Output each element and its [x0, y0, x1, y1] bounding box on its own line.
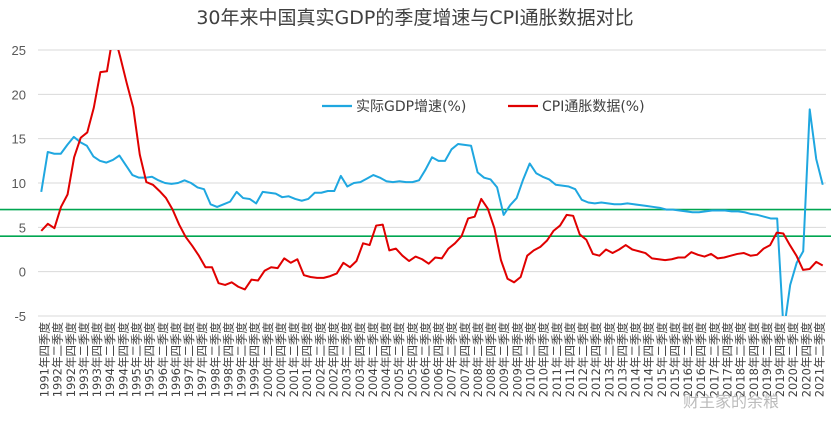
x-tick-label: 2001年四季度: [300, 321, 314, 397]
x-tick-label: 2007年四季度: [458, 321, 472, 397]
legend: 实际GDP增速(%) CPI通胀数据(%): [322, 99, 645, 115]
x-tick-label: 1992年二季度: [51, 322, 65, 398]
y-tick-label: 15: [12, 132, 26, 147]
x-tick-label: 2008年四季度: [484, 322, 498, 398]
x-tick-label: 2016年四季度: [694, 321, 708, 397]
x-tick-label: 1996年二季度: [156, 322, 170, 398]
x-tick-label: 2013年四季度: [615, 321, 629, 397]
x-tick-label: 2018年四季度: [747, 322, 761, 398]
x-tick-label: 2018年二季度: [734, 321, 748, 397]
x-tick-label: 2007年二季度: [445, 322, 459, 398]
x-tick-label: 2010年二季度: [524, 322, 538, 398]
x-tick-label: 1997年二季度: [182, 321, 196, 397]
x-tick-label: 2006年二季度: [418, 321, 432, 397]
x-axis: 1991年四季度 1992年二季度 1992年四季度 1993年二季度 1993年四季度…: [38, 321, 827, 397]
y-tick-label: -5: [14, 309, 26, 324]
x-tick-label: 2005年四季度: [405, 322, 419, 398]
watermark-text: 财主家的余粮: [683, 392, 779, 411]
x-tick-label: 1993年四季度: [90, 322, 104, 398]
x-tick-label: 2020年四季度: [799, 322, 813, 398]
series-lines: [40, 50, 824, 316]
x-tick-label: 2009年四季度: [510, 322, 524, 398]
x-tick-label: 1999年四季度: [248, 322, 262, 398]
x-tick-label: 2002年二季度: [313, 322, 327, 398]
x-tick-label: 1998年二季度: [208, 322, 222, 398]
reference-lines: [0, 208, 831, 237]
x-tick-label: 2019年四季度: [773, 321, 787, 397]
legend-label-gdp: 实际GDP增速(%): [356, 99, 466, 115]
x-tick-label: 2012年二季度: [576, 321, 590, 397]
x-tick-label: 1995年四季度: [143, 321, 157, 397]
cpi-series-line: [40, 50, 824, 291]
x-tick-label: 1994年四季度: [116, 322, 130, 398]
y-tick-label: 0: [19, 265, 26, 280]
x-tick-label: 2000年四季度: [274, 322, 288, 398]
x-tick-label: 2005年二季度: [392, 322, 406, 398]
x-tick-label: 2011年四季度: [563, 322, 577, 398]
y-tick-label: 5: [19, 220, 26, 235]
x-tick-label: 2004年二季度: [366, 322, 380, 398]
x-tick-label: 2016年二季度: [681, 322, 695, 398]
x-tick-label: 2000年二季度: [261, 321, 275, 397]
x-tick-label: 2013年二季度: [602, 322, 616, 398]
x-tick-label: 1991年四季度: [38, 322, 52, 398]
x-tick-label: 2004年四季度: [379, 321, 393, 397]
gdp-series-line: [40, 108, 824, 316]
y-tick-label: 20: [12, 87, 26, 102]
y-tick-label: 10: [12, 176, 26, 191]
x-tick-label: 1997年四季度: [195, 322, 209, 398]
legend-label-cpi: CPI通胀数据(%): [542, 99, 645, 115]
x-tick-label: 1998年四季度: [221, 321, 235, 397]
x-tick-label: 2001年二季度: [287, 322, 301, 398]
x-tick-label: 2009年二季度: [497, 321, 511, 397]
x-tick-label: 1996年四季度: [169, 322, 183, 398]
x-tick-label: 2015年四季度: [668, 322, 682, 398]
x-tick-label: 2021年二季度: [812, 321, 826, 397]
x-tick-label: 2003年二季度: [340, 321, 354, 397]
chart-title: 30年来中国真实GDP的季度增速与CPI通胀数据对比: [196, 7, 633, 29]
x-tick-label: 2008年二季度: [471, 322, 485, 398]
x-tick-label: 1992年四季度: [64, 321, 78, 397]
x-tick-label: 2019年二季度: [760, 322, 774, 398]
x-tick-label: 2020年二季度: [786, 322, 800, 398]
y-tick-label: 25: [12, 43, 26, 58]
x-tick-label: 2015年二季度: [655, 321, 669, 397]
x-tick-label: 2017年四季度: [721, 322, 735, 398]
x-tick-label: 2002年四季度: [327, 322, 341, 398]
gridlines: [38, 49, 826, 317]
x-tick-label: 2006年四季度: [432, 322, 446, 398]
x-tick-label: 2012年四季度: [589, 322, 603, 398]
x-tick-label: 1994年二季度: [103, 321, 117, 397]
x-tick-label: 2011年二季度: [550, 322, 564, 398]
x-tick-label: 2014年二季度: [629, 322, 643, 398]
x-tick-label: 2017年二季度: [707, 322, 721, 398]
x-tick-label: 2010年四季度: [537, 321, 551, 397]
x-tick-label: 1995年二季度: [130, 322, 144, 398]
x-tick-label: 1999年二季度: [235, 322, 249, 398]
y-axis: -5 0 5 10 15 20 25: [12, 43, 26, 324]
x-tick-label: 2014年四季度: [642, 322, 656, 398]
x-tick-label: 1993年二季度: [77, 322, 91, 398]
x-tick-label: 2003年四季度: [353, 322, 367, 398]
